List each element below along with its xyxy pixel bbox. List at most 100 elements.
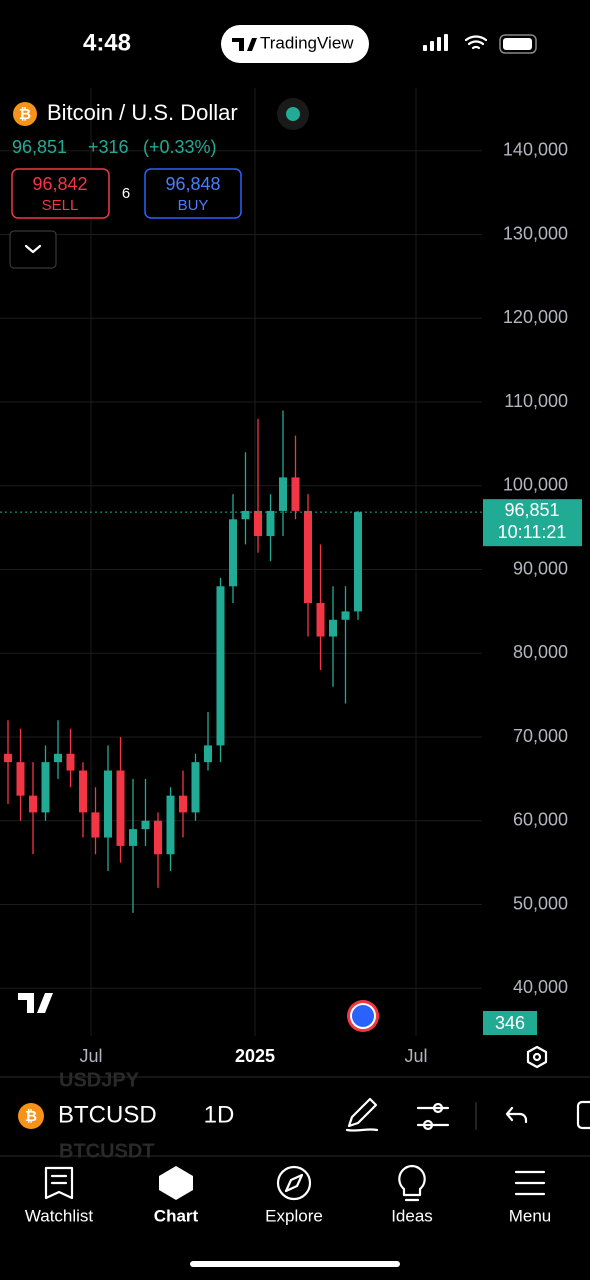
- candle-body: [129, 829, 137, 846]
- wifi-icon: [464, 35, 488, 50]
- candle-body: [179, 795, 187, 813]
- settings-dot: [532, 1052, 542, 1062]
- candle-body: [141, 820, 150, 830]
- y-tick-label: 80,000: [513, 642, 568, 662]
- btc-icon-glyph: ₿: [25, 1108, 37, 1125]
- x-tick-label: Jul: [79, 1046, 102, 1066]
- candles: [4, 410, 362, 913]
- btc-icon: [18, 1103, 44, 1129]
- candle-body: [266, 510, 275, 537]
- candle-body: [91, 812, 100, 838]
- nav-label[interactable]: Ideas: [391, 1206, 433, 1225]
- nav-label[interactable]: Chart: [154, 1206, 199, 1225]
- candle-body: [204, 745, 212, 763]
- candle-body: [229, 519, 237, 587]
- last-price: 96,851: [12, 137, 67, 157]
- candle-body: [304, 510, 312, 604]
- candle-body: [166, 795, 175, 855]
- toolbar-symbol[interactable]: BTCUSD: [58, 1101, 157, 1128]
- indicators-icon[interactable]: [416, 1106, 450, 1127]
- candle-body: [279, 477, 287, 511]
- y-tick-label: 120,000: [503, 307, 568, 327]
- more-icon[interactable]: [576, 1100, 590, 1130]
- symbol-title: Bitcoin / U.S. Dollar: [47, 100, 238, 125]
- sell-price: 96,842: [32, 174, 87, 194]
- candle-body: [341, 611, 350, 620]
- candle-body: [116, 770, 125, 846]
- candle-body: [254, 510, 262, 537]
- y-tick-label: 140,000: [503, 140, 568, 160]
- status-time: 4:48: [83, 29, 131, 56]
- toolbar-interval[interactable]: 1D: [204, 1101, 235, 1128]
- suggestion: BTCUSDT: [59, 1140, 155, 1162]
- explore-icon: [276, 1165, 312, 1201]
- market-open-dot: [286, 107, 300, 121]
- candle-body: [191, 762, 200, 813]
- suggestion: USDJPY: [59, 1069, 140, 1091]
- battery-level: [503, 38, 532, 50]
- candle-body: [354, 512, 362, 612]
- candle-body: [291, 477, 300, 511]
- x-tick-label: Jul: [404, 1046, 427, 1066]
- y-tick-label: 50,000: [513, 893, 568, 913]
- draw-icon[interactable]: [345, 1097, 379, 1132]
- y-tick-label: 110,000: [504, 391, 568, 411]
- nav-label[interactable]: Watchlist: [25, 1206, 94, 1225]
- sell-button[interactable]: [11, 168, 110, 219]
- buy-price: 96,848: [165, 174, 220, 194]
- us-flag: [350, 1003, 376, 1029]
- spread: 6: [122, 185, 130, 202]
- settings-icon[interactable]: [526, 1045, 548, 1069]
- change: +316: [88, 137, 129, 157]
- signal-icon: [423, 34, 448, 51]
- buy-button[interactable]: [144, 168, 242, 219]
- price-badge-label: 96,851: [504, 500, 559, 520]
- chevron-icon: [24, 244, 42, 254]
- y-tick-label: 100,000: [503, 475, 568, 495]
- undo-icon[interactable]: [505, 1106, 528, 1124]
- price-badge: [483, 499, 582, 547]
- volume-value: 346: [495, 1013, 525, 1033]
- nav-label[interactable]: Menu: [509, 1206, 552, 1225]
- app-pill[interactable]: [221, 25, 369, 63]
- candle-body: [66, 753, 75, 771]
- ideas-icon: [398, 1164, 426, 1202]
- y-tick-label: 90,000: [513, 558, 568, 578]
- tv-watermark: [18, 993, 53, 1013]
- watchlist-icon: [44, 1166, 74, 1200]
- slider-knob: [432, 1102, 444, 1114]
- candle-body: [154, 820, 162, 855]
- slider-knob: [422, 1119, 434, 1131]
- y-tick-label: 130,000: [503, 223, 568, 243]
- collapse-button[interactable]: [9, 230, 57, 269]
- candle-body: [104, 770, 112, 838]
- btc-icon: [13, 102, 37, 126]
- candle-body: [241, 510, 250, 520]
- change-pct: (+0.33%): [143, 137, 217, 157]
- sell-label: SELL: [42, 197, 79, 214]
- buy-label: BUY: [178, 197, 209, 214]
- candle-body: [4, 753, 12, 763]
- countdown: 10:11:21: [498, 522, 567, 542]
- candle-body: [41, 762, 50, 813]
- y-tick-label: 70,000: [513, 726, 568, 746]
- btc-icon-glyph: ₿: [19, 106, 31, 123]
- candle-body: [79, 770, 87, 813]
- tv-logo: [232, 38, 257, 51]
- compass-needle: [284, 1173, 304, 1193]
- candle-body: [329, 619, 337, 637]
- chart-area: [0, 88, 482, 1036]
- y-tick-label: 40,000: [513, 977, 568, 997]
- chart-icon: [159, 1166, 193, 1200]
- menu-icon: [514, 1170, 546, 1196]
- app-pill-label: TradingView: [260, 33, 354, 52]
- volume-badge: [483, 1011, 537, 1035]
- candle-body: [216, 586, 225, 746]
- battery-icon: [499, 34, 537, 54]
- candle-body: [316, 603, 325, 637]
- nav-label[interactable]: Explore: [265, 1206, 323, 1225]
- candle-body: [16, 762, 25, 796]
- home-indicator: [190, 1261, 400, 1267]
- y-tick-label: 60,000: [513, 810, 568, 830]
